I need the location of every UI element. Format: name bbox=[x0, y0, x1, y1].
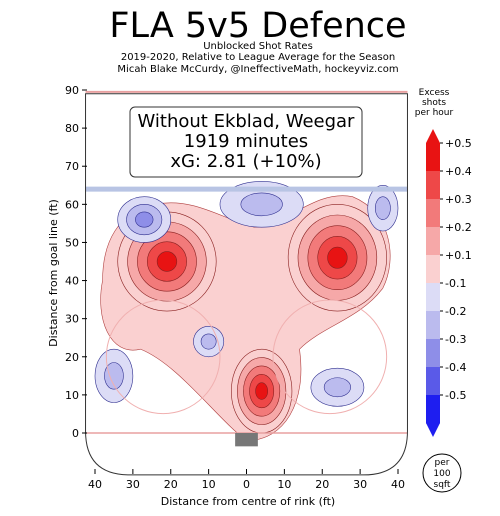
rink-markings bbox=[85, 90, 408, 476]
colorbar-label-3: +0.2 bbox=[445, 221, 472, 234]
annotation-box: Without Ekblad, Weegar 1919 minutes xG: … bbox=[129, 106, 363, 178]
colorbar-label-5: -0.1 bbox=[445, 277, 466, 290]
x-tick-label-6: 20 bbox=[315, 478, 329, 491]
colorbar-label-2: +0.3 bbox=[445, 193, 472, 206]
y-ticks: 0 10 20 30 40 50 60 70 80 90 bbox=[65, 84, 87, 440]
colorbar-label-4: +0.1 bbox=[445, 249, 472, 262]
faceoff-circle-left bbox=[105, 299, 221, 415]
y-tick-label-0: 0 bbox=[72, 427, 79, 440]
colorbar: Excess shots per hour +0.5 +0.4 +0.3 +0.2 +0… bbox=[415, 88, 472, 437]
colorbar-segment-7 bbox=[426, 339, 440, 368]
y-tick-label-5: 50 bbox=[65, 236, 79, 249]
y-tick-label-8: 80 bbox=[65, 122, 79, 135]
heatmap-layer bbox=[94, 181, 399, 441]
chart-subtitle-line-2: 2019-2020, Relative to League Average fo… bbox=[121, 52, 395, 63]
y-axis-label: Distance from goal line (ft) bbox=[47, 199, 60, 347]
colorbar-bottom-arrow bbox=[426, 423, 440, 437]
hotspot-net-front-level-5 bbox=[255, 382, 269, 400]
colorbar-segment-1 bbox=[426, 171, 440, 200]
rink-boards bbox=[85, 93, 408, 476]
x-axis-label: Distance from centre of rink (ft) bbox=[161, 495, 335, 508]
y-tick-label-9: 90 bbox=[65, 84, 79, 97]
x-tick-label-4: 0 bbox=[243, 478, 250, 491]
colorbar-segment-0 bbox=[426, 143, 440, 172]
colorbar-label-6: -0.2 bbox=[445, 305, 466, 318]
goal-net bbox=[235, 433, 258, 447]
colorbar-segment-9 bbox=[426, 395, 440, 424]
colorbar-segment-2 bbox=[426, 199, 440, 228]
chart-subtitle-line-3: Micah Blake McCurdy, @IneffectiveMath, h… bbox=[117, 64, 398, 75]
colorbar-label-0: +0.5 bbox=[445, 137, 472, 150]
hotspot-centre-upper-cold-level-2 bbox=[240, 192, 283, 217]
hotspot-left-high-slot-level-5 bbox=[156, 251, 178, 272]
colorbar-title-line-1: Excess bbox=[419, 88, 450, 98]
hotspot-right-point-level-5 bbox=[327, 246, 348, 269]
x-tick-label-7: 30 bbox=[353, 478, 367, 491]
colorbar-segment-4 bbox=[426, 255, 440, 284]
hotspot-left-upper-cold-level-3 bbox=[135, 211, 154, 228]
unit-badge-line-3: sqft bbox=[434, 480, 451, 490]
x-tick-label-0: 40 bbox=[88, 478, 102, 491]
colorbar-title-line-2: shots bbox=[422, 98, 446, 108]
faceoff-circle-right bbox=[272, 299, 388, 415]
colorbar-label-9: -0.5 bbox=[445, 389, 466, 402]
unit-badge-line-2: 100 bbox=[433, 469, 450, 479]
chart-title: FLA 5v5 Defence bbox=[109, 6, 406, 46]
y-tick-label-2: 20 bbox=[65, 351, 79, 364]
annotation-line-3: xG: 2.81 (+10%) bbox=[170, 151, 321, 172]
hotspot-left-lower-cold-level-2 bbox=[104, 362, 124, 390]
x-tick-label-3: 10 bbox=[202, 478, 216, 491]
x-tick-label-5: 10 bbox=[277, 478, 291, 491]
colorbar-title-line-3: per hour bbox=[415, 108, 454, 118]
y-tick-label-6: 60 bbox=[65, 198, 79, 211]
plot-area bbox=[85, 90, 408, 476]
hotspot-slot-cold-level-2 bbox=[200, 333, 217, 350]
colorbar-segment-5 bbox=[426, 283, 440, 312]
unit-badge: per 100 sqft bbox=[422, 453, 462, 493]
chart-subtitle-line-1: Unblocked Shot Rates bbox=[203, 41, 313, 52]
x-ticks: 40 30 20 10 0 10 20 30 40 bbox=[88, 469, 405, 491]
colorbar-segment-6 bbox=[426, 311, 440, 340]
colorbar-segment-3 bbox=[426, 227, 440, 256]
colorbar-label-8: -0.4 bbox=[445, 361, 466, 374]
hotspot-right-upper-cold-level-2 bbox=[374, 196, 391, 220]
hotspot-right-lower-cold-level-2 bbox=[323, 377, 351, 398]
y-tick-label-7: 70 bbox=[65, 160, 79, 173]
colorbar-label-7: -0.3 bbox=[445, 333, 466, 346]
y-tick-label-4: 40 bbox=[65, 275, 79, 288]
x-tick-label-1: 30 bbox=[126, 478, 140, 491]
x-tick-label-2: 20 bbox=[164, 478, 178, 491]
annotation-line-2: 1919 minutes bbox=[184, 131, 308, 152]
y-tick-label-1: 10 bbox=[65, 389, 79, 402]
colorbar-segment-8 bbox=[426, 367, 440, 396]
colorbar-top-arrow bbox=[426, 129, 440, 143]
unit-badge-line-1: per bbox=[435, 458, 450, 468]
x-tick-label-8: 40 bbox=[391, 478, 405, 491]
annotation-line-1: Without Ekblad, Weegar bbox=[138, 111, 356, 132]
colorbar-label-1: +0.4 bbox=[445, 165, 472, 178]
y-tick-label-3: 30 bbox=[65, 313, 79, 326]
